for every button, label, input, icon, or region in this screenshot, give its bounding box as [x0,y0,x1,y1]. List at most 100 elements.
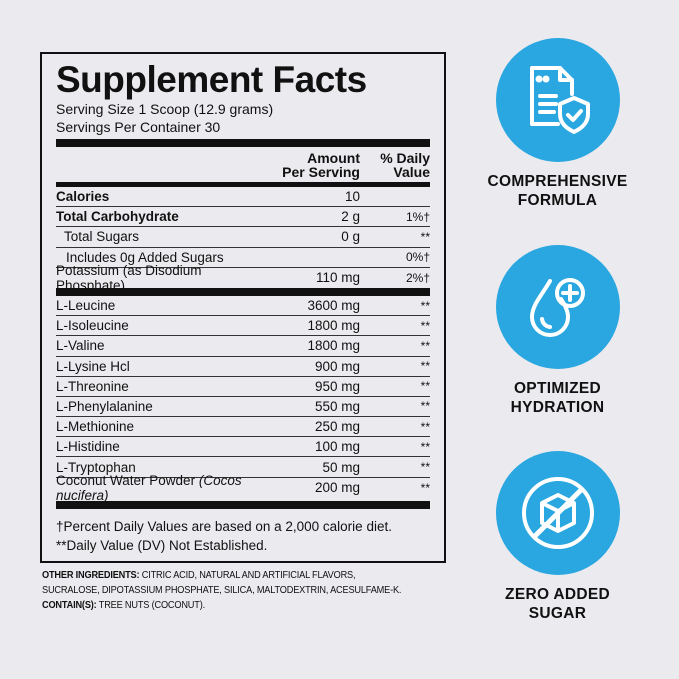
nutrient-name-text: L-Lysine Hcl [56,358,130,374]
water-drop-plus-icon [495,245,620,369]
feature-zero-added-sugar: ZERO ADDED SUGAR [470,451,645,623]
nutrient-name: Potassium (as Disodium Phosphate) [56,263,256,293]
nutrient-name: Coconut Water Powder (Cocos nucifera) [56,473,256,503]
other-ingredients-label: OTHER INGREDIENTS: [42,570,140,581]
nutrient-amount: 3600 mg [307,298,360,314]
nutrient-name-text: L-Histidine [56,439,120,455]
nutrient-latin-name: (Cocos nucifera) [56,472,242,503]
nutrient-dv: ** [420,439,430,454]
contains-label: CONTAIN(S): [42,600,97,611]
nutrient-name: L-Phenylalanine [56,399,256,414]
nutrient-name-text: L-Leucine [56,298,116,314]
nutrient-name: L-Methionine [56,419,256,434]
nutrient-name: L-Lysine Hcl [56,359,256,374]
nutrient-row: L-Leucine 3600 mg ** [56,296,430,317]
nutrient-name-text: Includes 0g Added Sugars [66,249,224,265]
nutrient-name-text: L-Threonine [56,378,129,394]
feature-optimized-hydration: OPTIMIZED HYDRATION [470,245,645,417]
divider-thick [56,139,430,147]
nutrient-row: Total Sugars 0 g ** [56,227,430,248]
nutrient-dv: ** [420,379,430,394]
nutrient-name-text: L-Methionine [56,419,135,435]
divider-thick [56,500,430,509]
nutrient-dv: 2%† [405,270,430,285]
document-shield-icon [495,38,620,162]
nutrient-name-text: Calories [56,189,110,205]
serving-size: Serving Size 1 Scoop (12.9 grams) [56,101,274,117]
divider-medium [56,182,430,187]
amount-header: Amount [307,150,360,166]
nutrient-row: L-Phenylalanine 550 mg ** [56,397,430,418]
nutrient-dv: ** [420,229,430,244]
nutrient-name: Includes 0g Added Sugars [56,250,256,265]
nutrient-amount: 110 mg [315,270,360,286]
nutrient-name-text: Coconut Water Powder [56,472,196,488]
feature-label: OPTIMIZED [513,380,602,397]
divider-thick [56,287,430,296]
feature-comprehensive-formula: COMPREHENSIVE FORMULA [470,38,645,210]
nutrient-name: L-Isoleucine [56,318,256,333]
nutrient-amount: 550 mg [314,398,360,414]
feature-label: ZERO ADDED [505,586,610,603]
nutrient-row: Coconut Water Powder (Cocos nucifera) 200… [56,473,430,503]
other-ingredients: OTHER INGREDIENTS: CITRIC ACID, NATURAL … [42,568,410,613]
nutrient-row: Calories 10 [56,187,430,208]
nutrient-amount: 200 mg [314,480,360,496]
nutrient-dv: ** [420,338,430,353]
nutrient-name-text: L-Isoleucine [56,318,129,334]
nutrient-dv: ** [420,419,430,434]
nutrient-dv: 0%† [405,250,430,265]
nutrient-amount: 950 mg [314,378,360,394]
nutrient-row: Potassium (as Disodium Phosphate) 110 mg 2… [56,263,430,293]
nutrient-amount: 900 mg [314,358,360,374]
contains-text: TREE NUTS (COCONUT). [98,600,205,611]
nutrient-row: L-Lysine Hcl 900 mg ** [56,357,430,377]
nutrient-name-text: L-Phenylalanine [56,398,153,414]
nutrient-name: Calories [56,189,256,204]
dv-header-2: Value [393,164,430,180]
column-headers: Amount Per Serving % Daily Value [56,147,430,182]
nutrient-name: L-Histidine [56,439,256,454]
nutrient-row: L-Threonine 950 mg ** [56,377,430,397]
nutrient-row: L-Isoleucine 1800 mg ** [56,316,430,337]
nutrient-name-text: Potassium (as Disodium Phosphate) [56,262,202,293]
feature-label-2: FORMULA [517,192,598,209]
nutrient-amount: 1800 mg [307,338,360,354]
footnote-dv: †Percent Daily Values are based on a 2,0… [56,518,392,534]
nutrient-amount: 0 g [341,229,360,245]
feature-label-2: HYDRATION [510,399,605,416]
supplement-facts-panel: Supplement Facts Serving Size 1 Scoop (1… [40,52,446,563]
nutrient-name: L-Tryptophan [56,460,256,475]
nutrient-amount: 2 g [341,209,360,225]
nutrient-name-text: Total Carbohydrate [56,209,179,225]
nutrient-name: L-Valine [56,338,256,353]
nutrient-dv: ** [420,298,430,313]
nutrient-dv: ** [420,318,430,333]
nutrient-amount: 10 [344,189,360,205]
nutrient-dv: 1%† [405,209,430,224]
nutrient-amount: 250 mg [314,419,360,435]
nutrient-dv: ** [420,399,430,414]
nutrient-row: Total Carbohydrate 2 g 1%† [56,207,430,228]
nutrient-row: L-Valine 1800 mg ** [56,336,430,357]
nutrient-name: Total Sugars [56,229,256,244]
no-sugar-cube-icon [495,451,620,575]
nutrient-row: Includes 0g Added Sugars 0%† [56,248,430,268]
nutrient-amount: 1800 mg [307,318,360,334]
servings-per-container: Servings Per Container 30 [56,119,221,135]
nutrient-name: L-Leucine [56,298,256,313]
nutrient-dv: ** [420,460,430,475]
nutrient-name: Total Carbohydrate [56,209,256,224]
other-ingredients-text: CITRIC ACID, NATURAL AND ARTIFICIAL FLAV… [42,570,402,596]
nutrient-dv: ** [420,480,430,495]
nutrient-amount: 50 mg [322,459,360,475]
nutrient-row: L-Tryptophan 50 mg ** [56,457,430,478]
footnote-not-established: **Daily Value (DV) Not Established. [56,537,268,553]
nutrient-dv: ** [420,359,430,374]
dv-header: % Daily [380,150,430,166]
nutrient-name-text: L-Valine [56,338,105,354]
amount-header-2: Per Serving [282,164,360,180]
facts-title: Supplement Facts [56,59,367,100]
nutrient-name-text: Total Sugars [64,229,140,245]
nutrient-row: L-Methionine 250 mg ** [56,417,430,438]
